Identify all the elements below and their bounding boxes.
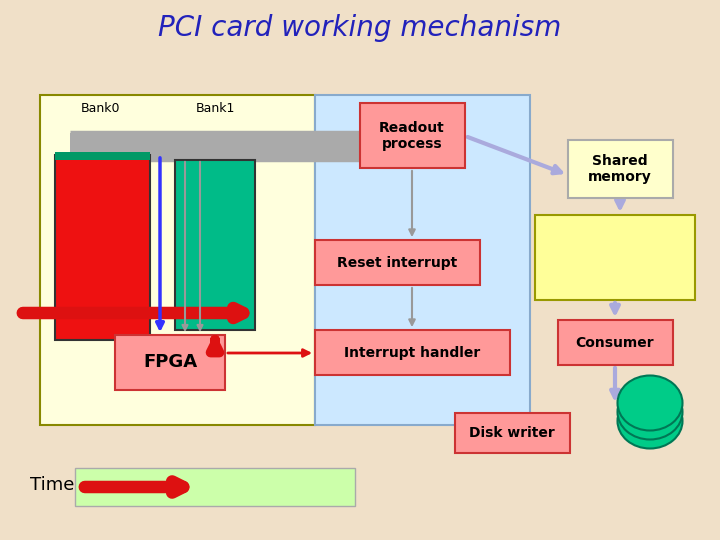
- Bar: [315, 95, 530, 425]
- Text: Disk writer: Disk writer: [469, 426, 555, 440]
- Bar: [535, 215, 695, 300]
- Ellipse shape: [618, 394, 683, 449]
- Bar: [568, 140, 673, 198]
- Text: Readout
process: Readout process: [379, 121, 445, 151]
- Bar: [55, 155, 150, 340]
- Bar: [175, 160, 255, 330]
- Text: Bank0: Bank0: [80, 102, 120, 114]
- Bar: [315, 240, 480, 285]
- Text: Bank1: Bank1: [195, 102, 235, 114]
- Text: Interrupt handler: Interrupt handler: [344, 346, 480, 360]
- Text: Time: Time: [30, 476, 74, 494]
- Bar: [40, 95, 315, 425]
- Text: FPGA: FPGA: [143, 353, 197, 371]
- Bar: [455, 413, 570, 453]
- Bar: [75, 468, 355, 506]
- Bar: [70, 133, 430, 159]
- Bar: [360, 103, 465, 168]
- Text: Shared
memory: Shared memory: [588, 154, 652, 184]
- Text: Reset interrupt: Reset interrupt: [337, 256, 457, 270]
- Bar: [315, 330, 510, 375]
- Ellipse shape: [618, 375, 683, 430]
- Ellipse shape: [618, 384, 683, 440]
- Text: PCI card working mechanism: PCI card working mechanism: [158, 14, 562, 42]
- Bar: [558, 320, 673, 365]
- Bar: [115, 335, 225, 390]
- Bar: [55, 152, 150, 160]
- Text: Consumer: Consumer: [576, 336, 654, 350]
